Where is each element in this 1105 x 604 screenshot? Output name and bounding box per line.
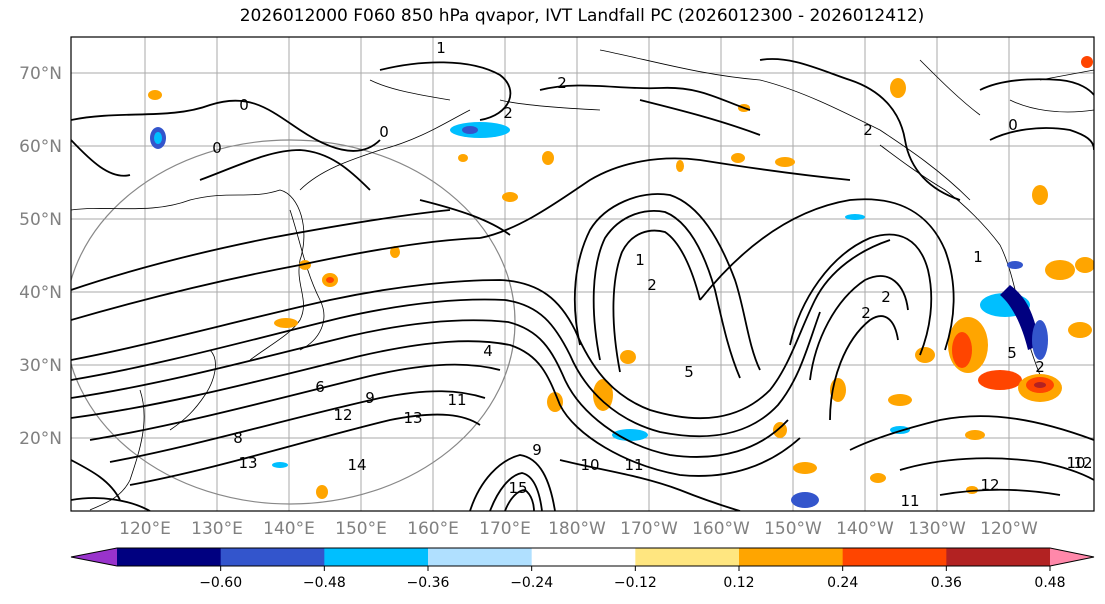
ivt-contours <box>71 58 1094 511</box>
longitude-label: 170°W <box>620 519 678 539</box>
contour-label: 2 <box>881 288 891 306</box>
longitude-label: 150°E <box>335 519 387 539</box>
longitude-label: 150°W <box>764 519 822 539</box>
contour-label: 10 <box>1066 454 1085 472</box>
colorbar-extend-high <box>1050 548 1094 566</box>
colorbar-segment <box>739 548 844 566</box>
contour-label: 11 <box>900 492 919 510</box>
contour-label: 13 <box>403 409 422 427</box>
contour-label: 1 <box>436 39 446 57</box>
contour-label: 9 <box>365 389 375 407</box>
longitude-labels: 120°E 130°E 140°E 150°E 160°E 170°E 180°W 170°W… <box>119 519 1038 539</box>
colorbar-tick-label: 0.24 <box>827 575 858 591</box>
contour-label: 1 <box>973 248 983 266</box>
longitude-label: 180°W <box>548 519 606 539</box>
contour-label: 14 <box>347 456 366 474</box>
contour-label: 11 <box>447 391 466 409</box>
colorbar-segment <box>635 548 740 566</box>
contour-label: 5 <box>684 363 694 381</box>
contour-label: 12 <box>980 476 999 494</box>
colorbar-tick-label: −0.48 <box>303 575 346 591</box>
contour-label: 2 <box>861 304 871 322</box>
colorbar-tick-label: 0.36 <box>931 575 962 591</box>
contour-label: 15 <box>508 479 527 497</box>
contour-label: 0 <box>212 139 222 157</box>
range-ring <box>71 139 516 505</box>
longitude-label: 140°E <box>263 519 315 539</box>
contour-label: 2 <box>647 276 657 294</box>
latitude-label: 60°N <box>19 137 62 157</box>
colorbar-tick-label: −0.12 <box>614 575 657 591</box>
colorbar: −0.60 −0.48 −0.36 −0.24 −0.12 0.12 0.24 0.36 0.4… <box>70 547 1095 591</box>
contour-label: 2 <box>557 74 567 92</box>
latitude-label: 50°N <box>19 210 62 230</box>
latitude-labels: 70°N 60°N 50°N 40°N 30°N 20°N <box>19 64 62 449</box>
plot-frame <box>70 36 1095 512</box>
longitude-label: 170°E <box>479 519 531 539</box>
longitude-label: 140°W <box>836 519 894 539</box>
longitude-label: 160°W <box>692 519 750 539</box>
colorbar-segment <box>324 548 429 566</box>
negative-anomaly-shading <box>150 122 1048 508</box>
longitude-label: 120°E <box>119 519 171 539</box>
colorbar-segment <box>531 548 636 566</box>
contour-label: 2 <box>1035 358 1045 376</box>
contour-label: 12 <box>333 406 352 424</box>
contour-label: 10 <box>580 456 599 474</box>
contour-label: 12 <box>1073 454 1092 472</box>
colorbar-segment <box>946 548 1051 566</box>
positive-anomaly-shading <box>148 56 1094 499</box>
colorbar-tick-label: 0.12 <box>723 575 754 591</box>
contour-label: 5 <box>1007 344 1017 362</box>
latitude-label: 30°N <box>19 356 62 376</box>
map-title: 2026012000 F060 850 hPa qvapor, IVT Land… <box>239 6 925 26</box>
latitude-label: 70°N <box>19 64 62 84</box>
colorbar-outline <box>70 547 1095 567</box>
colorbar-segment <box>428 548 533 566</box>
latitude-label: 40°N <box>19 283 62 303</box>
contour-label: 4 <box>483 342 493 360</box>
contour-label: 0 <box>1008 116 1018 134</box>
colorbar-segment <box>220 548 325 566</box>
contour-label: 0 <box>239 96 249 114</box>
contour-label: 0 <box>379 123 389 141</box>
latitude-label: 20°N <box>19 429 62 449</box>
colorbar-segment <box>117 548 222 566</box>
colorbar-tick-label: −0.24 <box>510 575 553 591</box>
longitude-label: 120°W <box>980 519 1038 539</box>
colorbar-tick-label: −0.36 <box>407 575 450 591</box>
longitude-label: 130°E <box>191 519 243 539</box>
contour-label: 13 <box>238 454 257 472</box>
contour-label: 2 <box>503 104 513 122</box>
colorbar-tick-label: 0.48 <box>1034 575 1065 591</box>
contour-label: 8 <box>233 429 243 447</box>
contour-label: 9 <box>532 441 542 459</box>
longitude-label: 130°W <box>908 519 966 539</box>
colorbar-extend-low <box>71 548 117 566</box>
longitude-label: 160°E <box>407 519 459 539</box>
contour-label: 2 <box>863 121 873 139</box>
contour-label: 11 <box>624 456 643 474</box>
colorbar-tick-label: −0.60 <box>199 575 242 591</box>
contour-label: 6 <box>315 378 325 396</box>
contour-label: 1 <box>635 251 645 269</box>
colorbar-segment <box>842 548 947 566</box>
